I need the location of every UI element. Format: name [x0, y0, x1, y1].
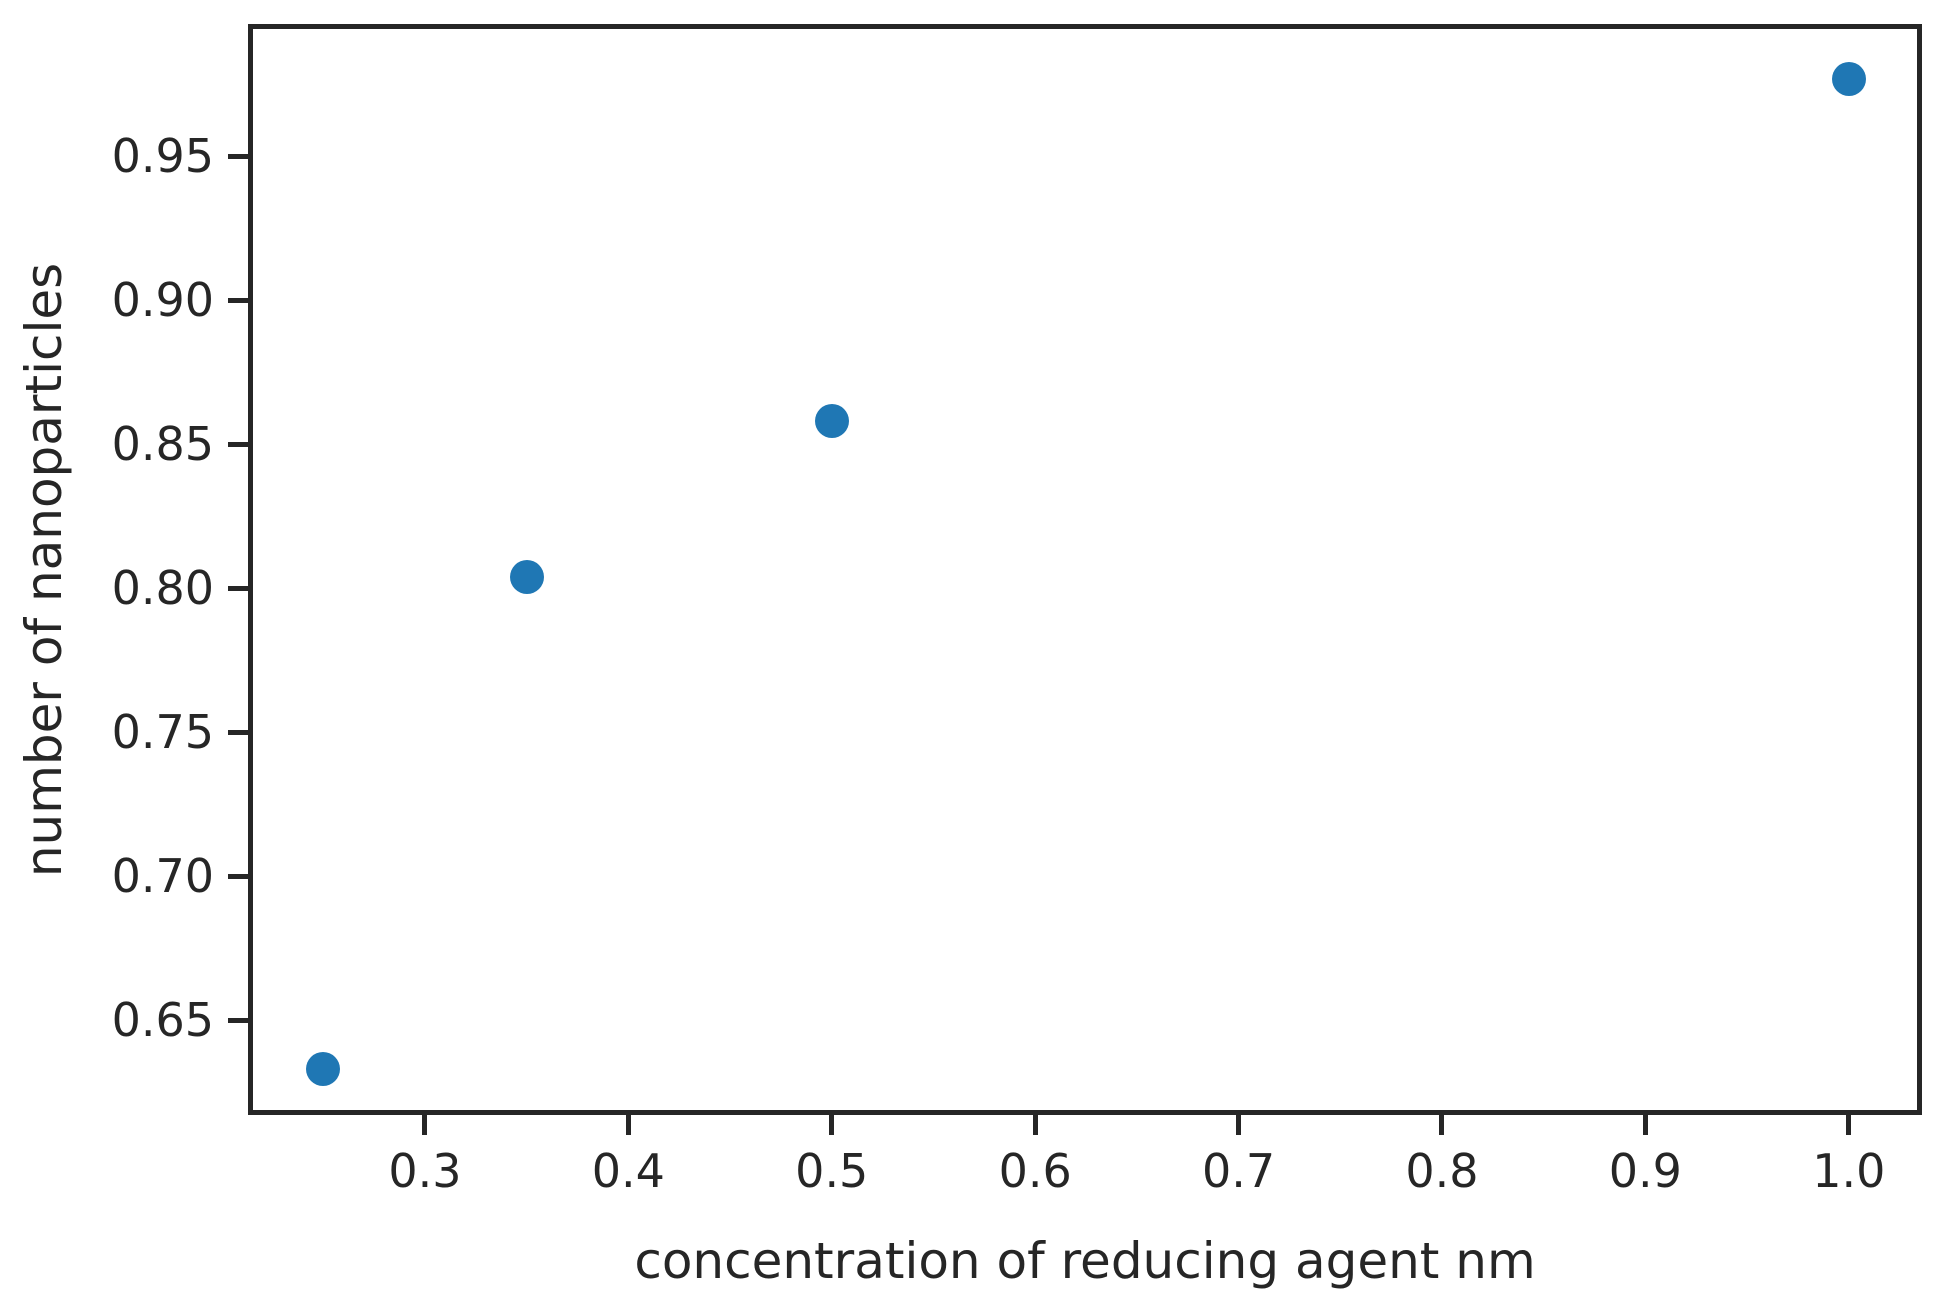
x-tick	[1439, 1115, 1445, 1135]
data-point	[306, 1051, 341, 1086]
y-tick	[228, 153, 248, 159]
y-tick	[228, 873, 248, 879]
x-tick-label: 0.7	[1201, 1144, 1276, 1198]
y-tick-label: 0.70	[111, 849, 214, 904]
x-tick	[1846, 1115, 1852, 1135]
y-tick-label: 0.75	[111, 705, 214, 760]
x-tick-label: 1.0	[1812, 1144, 1886, 1198]
x-tick	[422, 1115, 428, 1135]
x-tick-label: 0.9	[1608, 1144, 1682, 1198]
y-tick-label: 0.95	[111, 129, 214, 184]
y-tick	[228, 297, 248, 303]
x-tick	[625, 1115, 631, 1135]
x-tick-label: 0.5	[795, 1144, 869, 1198]
y-tick	[228, 441, 248, 447]
x-tick	[829, 1115, 835, 1135]
y-tick-label: 0.85	[111, 417, 214, 472]
x-axis-label: concentration of reducing agent nm	[634, 1232, 1536, 1290]
data-point	[814, 404, 849, 439]
data-point	[1831, 61, 1866, 96]
x-tick	[1236, 1115, 1242, 1135]
y-tick	[228, 585, 248, 591]
x-tick-label: 0.8	[1405, 1144, 1479, 1198]
y-tick-label: 0.80	[111, 561, 214, 616]
x-tick	[1642, 1115, 1648, 1135]
y-tick	[228, 1017, 248, 1023]
y-tick-label: 0.65	[111, 993, 214, 1047]
x-tick-label: 0.4	[591, 1144, 665, 1198]
x-tick-label: 0.3	[388, 1144, 462, 1198]
y-tick	[228, 729, 248, 735]
x-tick	[1032, 1115, 1038, 1135]
x-tick-label: 0.6	[998, 1144, 1072, 1198]
y-axis-label: number of nanoparticles	[15, 262, 73, 878]
plot-area	[248, 24, 1922, 1115]
y-tick-label: 0.90	[111, 273, 214, 328]
data-point	[509, 559, 544, 594]
